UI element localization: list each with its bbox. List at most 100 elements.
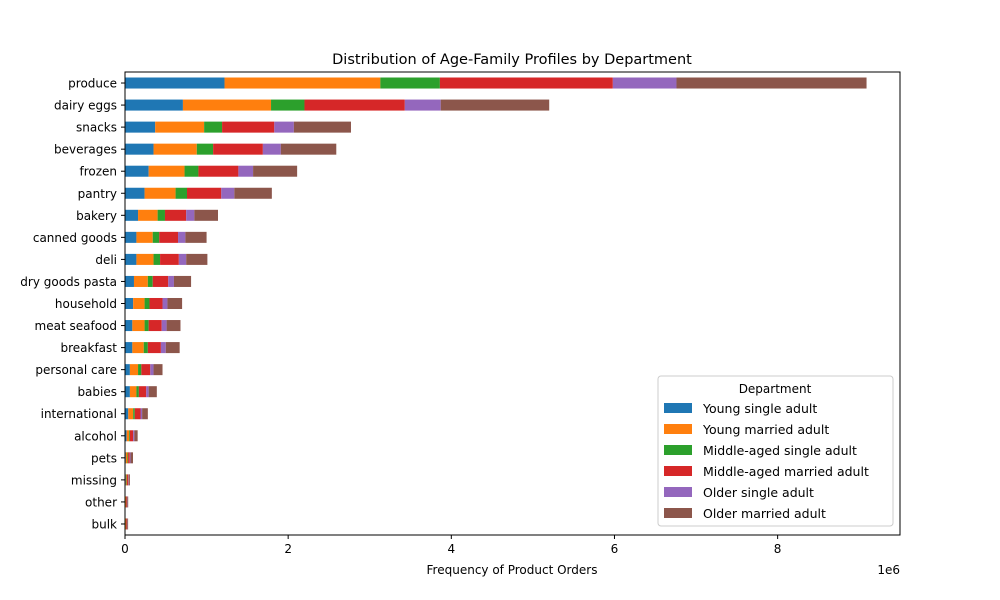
bar-personal-care-young-married-adult (129, 364, 139, 376)
bar-babies-older-single-adult (146, 386, 149, 398)
bar-dry-goods-pasta-young-married-adult (133, 275, 148, 287)
legend-items: Young single adult Young married adult Mid… (664, 401, 869, 521)
bar-pantry-older-married-adult (234, 187, 272, 199)
bar-beverages-young-single-adult (125, 143, 154, 155)
bar-bakery-young-single-adult (125, 209, 139, 221)
x-tick-label-6: 6 (611, 542, 619, 556)
x-axis-label: Frequency of Product Orders (427, 563, 598, 577)
bar-breakfast-young-single-adult (125, 342, 133, 354)
bar-canned-goods-middle-aged-single-adult (152, 231, 160, 243)
bar-canned-goods-young-single-adult (125, 231, 137, 243)
bar-pantry-middle-aged-married-adult (187, 187, 222, 199)
y-tick-label-alcohol: alcohol (74, 429, 117, 443)
bar-produce-young-single-adult (125, 77, 225, 89)
bar-household-middle-aged-single-adult (144, 297, 150, 310)
bar-snacks-middle-aged-single-adult (204, 121, 223, 133)
x-tick-label-2: 2 (284, 542, 292, 556)
bar-international-middle-aged-married-adult (134, 408, 141, 420)
bar-meat-seafood-young-single-adult (125, 320, 133, 332)
bar-international-older-single-adult (140, 408, 143, 420)
bar-personal-care-older-married-adult (153, 364, 163, 376)
bar-pets-young-married-adult (125, 452, 128, 464)
bar-meat-seafood-older-single-adult (161, 320, 167, 332)
bar-snacks-older-single-adult (274, 121, 294, 133)
bar-household-young-married-adult (133, 297, 145, 310)
bar-frozen-middle-aged-single-adult (184, 165, 199, 177)
y-tick-label-bakery: bakery (76, 209, 117, 223)
bar-other-young-married-adult (125, 496, 126, 508)
legend-box (657, 375, 894, 527)
bar-international-young-married-adult (128, 408, 134, 420)
x-tick-label-4: 4 (447, 542, 455, 556)
bar-babies-young-single-adult (125, 386, 130, 398)
bar-alcohol-middle-aged-married-adult (129, 430, 134, 442)
bar-personal-care-older-single-adult (150, 364, 154, 376)
bar-bulk-young-married-adult (125, 518, 126, 530)
bar-bulk-older-married-adult (127, 518, 129, 530)
y-tick-label-bulk: bulk (91, 517, 117, 531)
bar-dry-goods-pasta-middle-aged-single-adult (147, 275, 153, 287)
y-tick-label-international: international (41, 407, 117, 421)
bar-international-older-married-adult (142, 408, 148, 420)
bar-snacks-older-married-adult (293, 121, 351, 133)
bar-snacks-middle-aged-married-adult (222, 121, 275, 133)
legend-swatch-young-single-adult (664, 403, 692, 413)
bar-household-older-married-adult (167, 297, 183, 310)
y-tick-label-other: other (85, 495, 117, 509)
y-tick-label-babies: babies (77, 385, 117, 399)
y-tick-label-pantry: pantry (78, 187, 117, 201)
bar-frozen-young-single-adult (125, 165, 149, 177)
legend-label-older-single-adult: Older single adult (703, 485, 814, 500)
bar-dairy-eggs-middle-aged-married-adult (304, 99, 405, 111)
bar-snacks-young-single-adult (125, 121, 156, 133)
bar-meat-seafood-middle-aged-single-adult (144, 320, 149, 332)
bar-canned-goods-older-single-adult (178, 231, 186, 243)
bar-deli-older-single-adult (178, 253, 187, 265)
bar-beverages-young-married-adult (153, 143, 197, 155)
bar-other-middle-aged-married-adult (126, 496, 128, 508)
bar-international-middle-aged-single-adult (133, 408, 135, 420)
bar-dairy-eggs-young-single-adult (125, 99, 183, 111)
bar-babies-young-married-adult (129, 386, 137, 398)
bar-babies-middle-aged-married-adult (138, 386, 147, 398)
x-axis: 0 2 4 6 8 (121, 535, 781, 556)
bar-pantry-older-single-adult (221, 187, 235, 199)
legend-label-young-married-adult: Young married adult (702, 422, 829, 437)
bar-other-older-married-adult (127, 496, 129, 508)
x-tick-label-0: 0 (121, 542, 129, 556)
legend-label-young-single-adult: Young single adult (702, 401, 817, 416)
y-tick-label-canned-goods: canned goods (33, 231, 117, 245)
bar-personal-care-middle-aged-single-adult (138, 364, 142, 376)
bar-dairy-eggs-older-married-adult (440, 99, 550, 111)
bar-breakfast-young-married-adult (132, 342, 144, 354)
y-tick-label-deli: deli (95, 253, 117, 267)
y-tick-label-household: household (55, 297, 117, 311)
bar-missing-older-married-adult (128, 474, 130, 486)
legend-swatch-young-married-adult (664, 424, 692, 434)
bar-dairy-eggs-middle-aged-single-adult (271, 99, 305, 111)
bar-snacks-young-married-adult (155, 121, 205, 133)
bar-alcohol-young-married-adult (126, 430, 130, 442)
legend-label-middle-aged-married-adult: Middle-aged married adult (703, 464, 869, 479)
bar-alcohol-middle-aged-single-adult (129, 430, 130, 442)
y-tick-label-snacks: snacks (76, 121, 117, 135)
y-tick-label-dry-goods-pasta: dry goods pasta (20, 275, 117, 289)
legend-label-older-married-adult: Older married adult (703, 506, 826, 521)
bar-meat-seafood-older-married-adult (166, 320, 181, 332)
legend-swatch-older-married-adult (664, 508, 692, 518)
bar-personal-care-young-single-adult (125, 364, 130, 376)
bar-breakfast-older-married-adult (165, 342, 180, 354)
bar-household-older-single-adult (162, 297, 168, 310)
bar-missing-middle-aged-married-adult (127, 474, 129, 486)
bar-dairy-eggs-older-single-adult (404, 99, 441, 111)
bar-personal-care-middle-aged-married-adult (141, 364, 151, 376)
bar-meat-seafood-middle-aged-married-adult (148, 320, 162, 332)
bar-produce-middle-aged-married-adult (439, 77, 613, 89)
bar-canned-goods-older-married-adult (185, 231, 207, 243)
x-axis-scale-label: 1e6 (877, 563, 900, 577)
bar-produce-older-married-adult (676, 77, 867, 89)
bar-breakfast-older-single-adult (160, 342, 166, 354)
bar-beverages-older-married-adult (280, 143, 337, 155)
bar-breakfast-middle-aged-single-adult (143, 342, 148, 354)
bar-deli-young-married-adult (136, 253, 154, 265)
